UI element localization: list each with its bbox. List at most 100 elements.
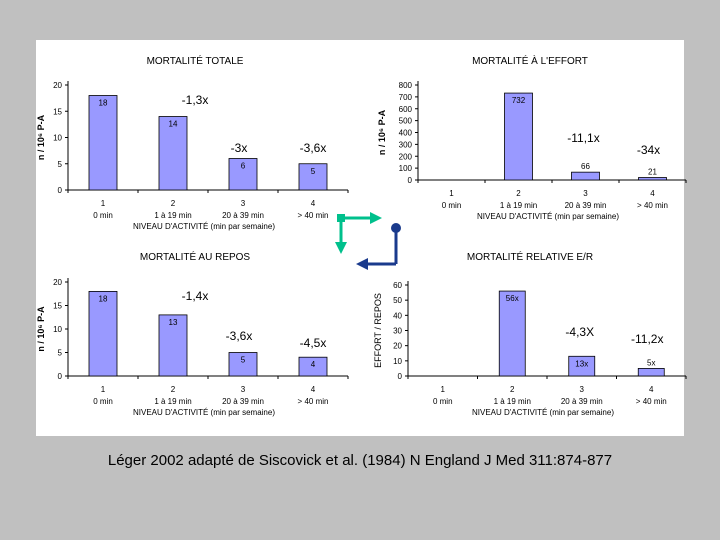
arrowhead-green-right: [370, 212, 382, 224]
x-tick-label: 2: [171, 385, 176, 394]
bar: [228, 352, 258, 377]
y-tick-label: 20: [393, 342, 402, 351]
y-tick-label: 15: [53, 302, 62, 311]
ratio-annotation: -3x: [231, 141, 248, 155]
bar: [298, 356, 328, 377]
y-tick-label: 20: [53, 278, 62, 287]
y-tick-label: 0: [398, 372, 403, 381]
bar: [568, 355, 596, 377]
ratio-annotation: -4,3X: [565, 325, 594, 339]
ratio-annotation: -34x: [637, 143, 660, 157]
ratio-annotation: -11,2x: [631, 332, 663, 346]
y-tick-label: 10: [53, 325, 62, 334]
x-axis-label: NIVEAU D'ACTIVITÉ (min par semaine): [472, 408, 614, 417]
x-subcategory-label: 20 à 39 min: [222, 397, 264, 406]
connector-arrows: [335, 212, 401, 270]
x-subcategory-label: 0 min: [433, 397, 453, 406]
bar-value-label: 21: [648, 168, 657, 177]
x-tick-label: 1: [449, 189, 454, 198]
x-subcategory-label: 20 à 39 min: [222, 211, 264, 220]
arrowhead-navy-left: [356, 258, 368, 270]
citation: Léger 2002 adapté de Siscovick et al. (1…: [107, 452, 613, 469]
y-axis-label: n / 10⁶ P-A: [36, 306, 46, 352]
y-tick-label: 10: [393, 357, 402, 366]
x-tick-label: 4: [311, 199, 316, 208]
x-subcategory-label: 1 à 19 min: [494, 397, 531, 406]
bar: [571, 171, 600, 181]
bar-value-label: 5: [241, 356, 246, 365]
y-tick-label: 50: [393, 296, 402, 305]
x-tick-label: 4: [649, 385, 654, 394]
bar-value-label: 18: [99, 99, 108, 108]
y-tick-label: 5: [58, 160, 63, 169]
chart-mortalite-totale: MORTALITÉ TOTALE n / 10⁶ P-A 0 5 10 15 20 1 0 mi…: [36, 54, 349, 231]
y-tick-label: 500: [399, 117, 413, 126]
x-subcategory-label: > 40 min: [637, 201, 668, 210]
x-tick-label: 2: [510, 385, 515, 394]
x-tick-label: 2: [171, 199, 176, 208]
ratio-annotation: -3,6x: [300, 141, 327, 155]
x-axis-label: NIVEAU D'ACTIVITÉ (min par semaine): [477, 212, 619, 221]
arrow-node-green: [337, 214, 345, 222]
ratio-annotation: -4,5x: [300, 336, 327, 350]
x-tick-label: 1: [101, 385, 106, 394]
bar: [158, 314, 188, 377]
ratio-annotation: -1,4x: [182, 289, 209, 303]
bar-value-label: 4: [311, 360, 316, 369]
y-tick-label: 200: [399, 152, 413, 161]
y-tick-label: 400: [399, 129, 413, 138]
chart-title: MORTALITÉ AU REPOS: [140, 250, 251, 263]
x-subcategory-label: 0 min: [93, 211, 113, 220]
y-tick-label: 300: [399, 140, 413, 149]
x-axis-label: NIVEAU D'ACTIVITÉ (min par semaine): [133, 408, 275, 417]
bar-value-label: 56x: [506, 294, 519, 303]
bar-value-label: 5x: [647, 358, 655, 367]
y-tick-label: 5: [58, 349, 63, 358]
bar-value-label: 732: [512, 96, 526, 105]
bar-value-label: 13x: [575, 359, 588, 368]
x-tick-label: 3: [580, 385, 585, 394]
bar-value-label: 13: [169, 318, 178, 327]
bar: [88, 95, 118, 191]
x-subcategory-label: > 40 min: [298, 211, 329, 220]
ratio-annotation: -11,1x: [567, 131, 599, 145]
bar: [88, 290, 118, 377]
x-axis-label: NIVEAU D'ACTIVITÉ (min par semaine): [133, 222, 275, 231]
x-tick-label: 3: [241, 199, 246, 208]
chart-title: MORTALITÉ À L'EFFORT: [472, 54, 588, 67]
y-tick-label: 60: [393, 281, 402, 290]
y-tick-label: 600: [399, 105, 413, 114]
chart-title: MORTALITÉ TOTALE: [147, 54, 244, 67]
x-tick-label: 1: [101, 199, 106, 208]
x-tick-label: 3: [583, 189, 588, 198]
x-subcategory-label: 0 min: [442, 201, 462, 210]
bar-value-label: 5: [311, 167, 316, 176]
y-tick-label: 20: [53, 81, 62, 90]
y-axis-label: n / 10⁶ P-A: [377, 109, 387, 155]
y-tick-label: 0: [58, 372, 63, 381]
bar: [158, 116, 188, 191]
bar: [298, 163, 328, 191]
y-tick-label: 40: [393, 311, 402, 320]
x-tick-label: 3: [241, 385, 246, 394]
bar: [498, 290, 526, 377]
bar-value-label: 6: [241, 162, 246, 171]
x-subcategory-label: > 40 min: [636, 397, 667, 406]
y-axis-label: EFFORT / REPOS: [373, 293, 383, 368]
chart-mortalite-relative: MORTALITÉ RELATIVE E/R EFFORT / REPOS 0 10 2…: [373, 250, 687, 417]
x-tick-label: 1: [441, 385, 446, 394]
x-subcategory-label: 1 à 19 min: [154, 211, 191, 220]
ratio-annotation: -3,6x: [226, 329, 253, 343]
arrow-node-navy: [391, 223, 401, 233]
y-tick-label: 700: [399, 93, 413, 102]
y-tick-label: 15: [53, 107, 62, 116]
chart-mortalite-repos: MORTALITÉ AU REPOS n / 10⁶ P-A 0 5 10 15 20 1 0 …: [36, 250, 349, 417]
y-tick-label: 100: [399, 164, 413, 173]
x-subcategory-label: 20 à 39 min: [565, 201, 607, 210]
y-tick-label: 800: [399, 81, 413, 90]
x-subcategory-label: 20 à 39 min: [561, 397, 603, 406]
bar: [228, 158, 258, 191]
y-tick-label: 0: [408, 176, 413, 185]
